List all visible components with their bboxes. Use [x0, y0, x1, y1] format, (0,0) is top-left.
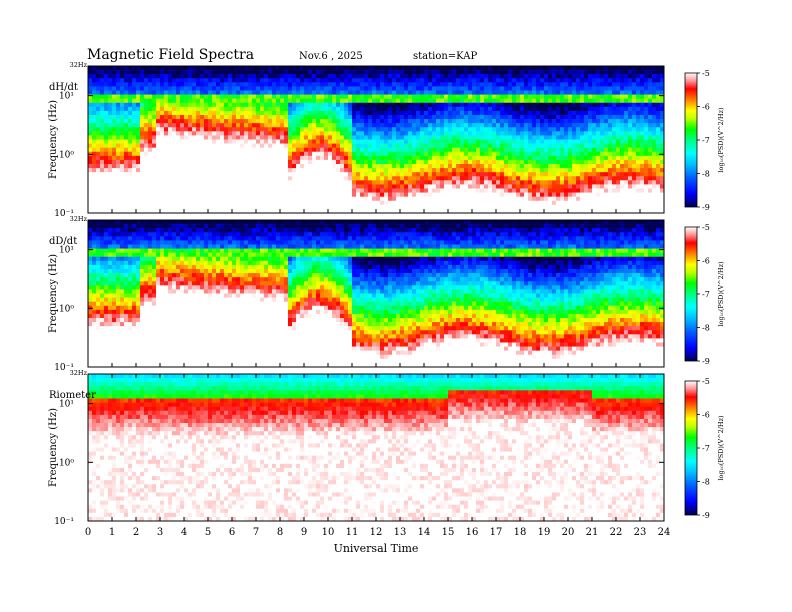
- colorbar: [684, 380, 698, 516]
- colorbar-tick-label: -9: [702, 511, 710, 520]
- x-tick-label: 17: [490, 527, 503, 538]
- y-tick-label: 10⁻¹: [54, 209, 74, 219]
- figure-title: Magnetic Field Spectra: [87, 47, 254, 63]
- x-tick-label: 4: [181, 527, 187, 538]
- x-tick-label: 23: [634, 527, 647, 538]
- y-tick-label: 10¹: [59, 246, 74, 256]
- x-tick-label: 21: [586, 527, 599, 538]
- x-tick-label: 19: [538, 527, 551, 538]
- colorbar-tick-label: -7: [702, 290, 710, 299]
- colorbar-label: log₁₀(PSD)(V^2/Hz): [717, 415, 725, 481]
- x-tick-label: 18: [514, 527, 527, 538]
- x-tick-label: 16: [466, 527, 479, 538]
- x-tick-label: 22: [610, 527, 623, 538]
- x-tick-label: 1: [109, 527, 115, 538]
- x-tick-label: 6: [229, 527, 235, 538]
- date-label: Nov.6 , 2025: [299, 51, 363, 62]
- y-tick-label: 10⁰: [59, 304, 74, 314]
- station-label: station=KAP: [413, 51, 477, 62]
- y-tick-label: 10¹: [59, 92, 74, 102]
- panel-label: dD/dt: [49, 236, 77, 247]
- colorbar-tick-label: -8: [702, 478, 710, 487]
- y-top-label: 32Hz: [70, 369, 88, 377]
- x-tick-label: 8: [277, 527, 283, 538]
- x-tick-label: 7: [253, 527, 259, 538]
- x-tick-label: 11: [346, 527, 359, 538]
- y-axis-label: Frequency (Hz): [48, 408, 59, 487]
- x-tick-label: 9: [301, 527, 307, 538]
- colorbar-label: log₁₀(PSD)(V^2/Hz): [717, 261, 725, 327]
- x-tick-label: 5: [205, 527, 211, 538]
- y-tick-label: 10⁰: [59, 458, 74, 468]
- colorbar-label: log₁₀(PSD)(V^2/Hz): [717, 107, 725, 173]
- y-axis-label: Frequency (Hz): [48, 254, 59, 333]
- colorbar-tick-label: -5: [702, 223, 710, 232]
- colorbar: [684, 72, 698, 208]
- spectrogram-image: [88, 374, 665, 522]
- x-tick-label: 12: [370, 527, 383, 538]
- spectrogram-image: [88, 220, 665, 368]
- colorbar-tick-label: -7: [702, 136, 710, 145]
- x-tick-label: 10: [322, 527, 335, 538]
- y-tick-label: 10⁻¹: [54, 363, 74, 373]
- x-tick-label: 20: [562, 527, 575, 538]
- panel-label: dH/dt: [49, 82, 78, 93]
- x-axis-label: Universal Time: [334, 542, 419, 555]
- colorbar-tick-label: -6: [702, 411, 710, 420]
- colorbar: [684, 226, 698, 362]
- y-tick-label: 10⁻¹: [54, 517, 74, 527]
- colorbar-tick-label: -9: [702, 357, 710, 366]
- colorbar-tick-label: -8: [702, 170, 710, 179]
- y-top-label: 32Hz: [70, 215, 88, 223]
- colorbar-tick-label: -8: [702, 324, 710, 333]
- colorbar-tick-label: -6: [702, 103, 710, 112]
- y-axis-label: Frequency (Hz): [48, 100, 59, 179]
- x-tick-label: 3: [157, 527, 163, 538]
- y-tick-label: 10¹: [59, 400, 74, 410]
- colorbar-tick-label: -7: [702, 444, 710, 453]
- y-top-label: 32Hz: [70, 61, 88, 69]
- colorbar-tick-label: -6: [702, 257, 710, 266]
- colorbar-tick-label: -9: [702, 203, 710, 212]
- x-tick-label: 13: [394, 527, 407, 538]
- colorbar-tick-label: -5: [702, 69, 710, 78]
- panel-label: Riometer: [49, 390, 96, 401]
- spectrogram-image: [88, 66, 665, 214]
- x-tick-label: 15: [442, 527, 455, 538]
- y-tick-label: 10⁰: [59, 150, 74, 160]
- x-tick-label: 2: [133, 527, 139, 538]
- colorbar-tick-label: -5: [702, 377, 710, 386]
- x-tick-label: 14: [418, 527, 431, 538]
- x-tick-label: 0: [85, 527, 91, 538]
- x-tick-label: 24: [658, 527, 671, 538]
